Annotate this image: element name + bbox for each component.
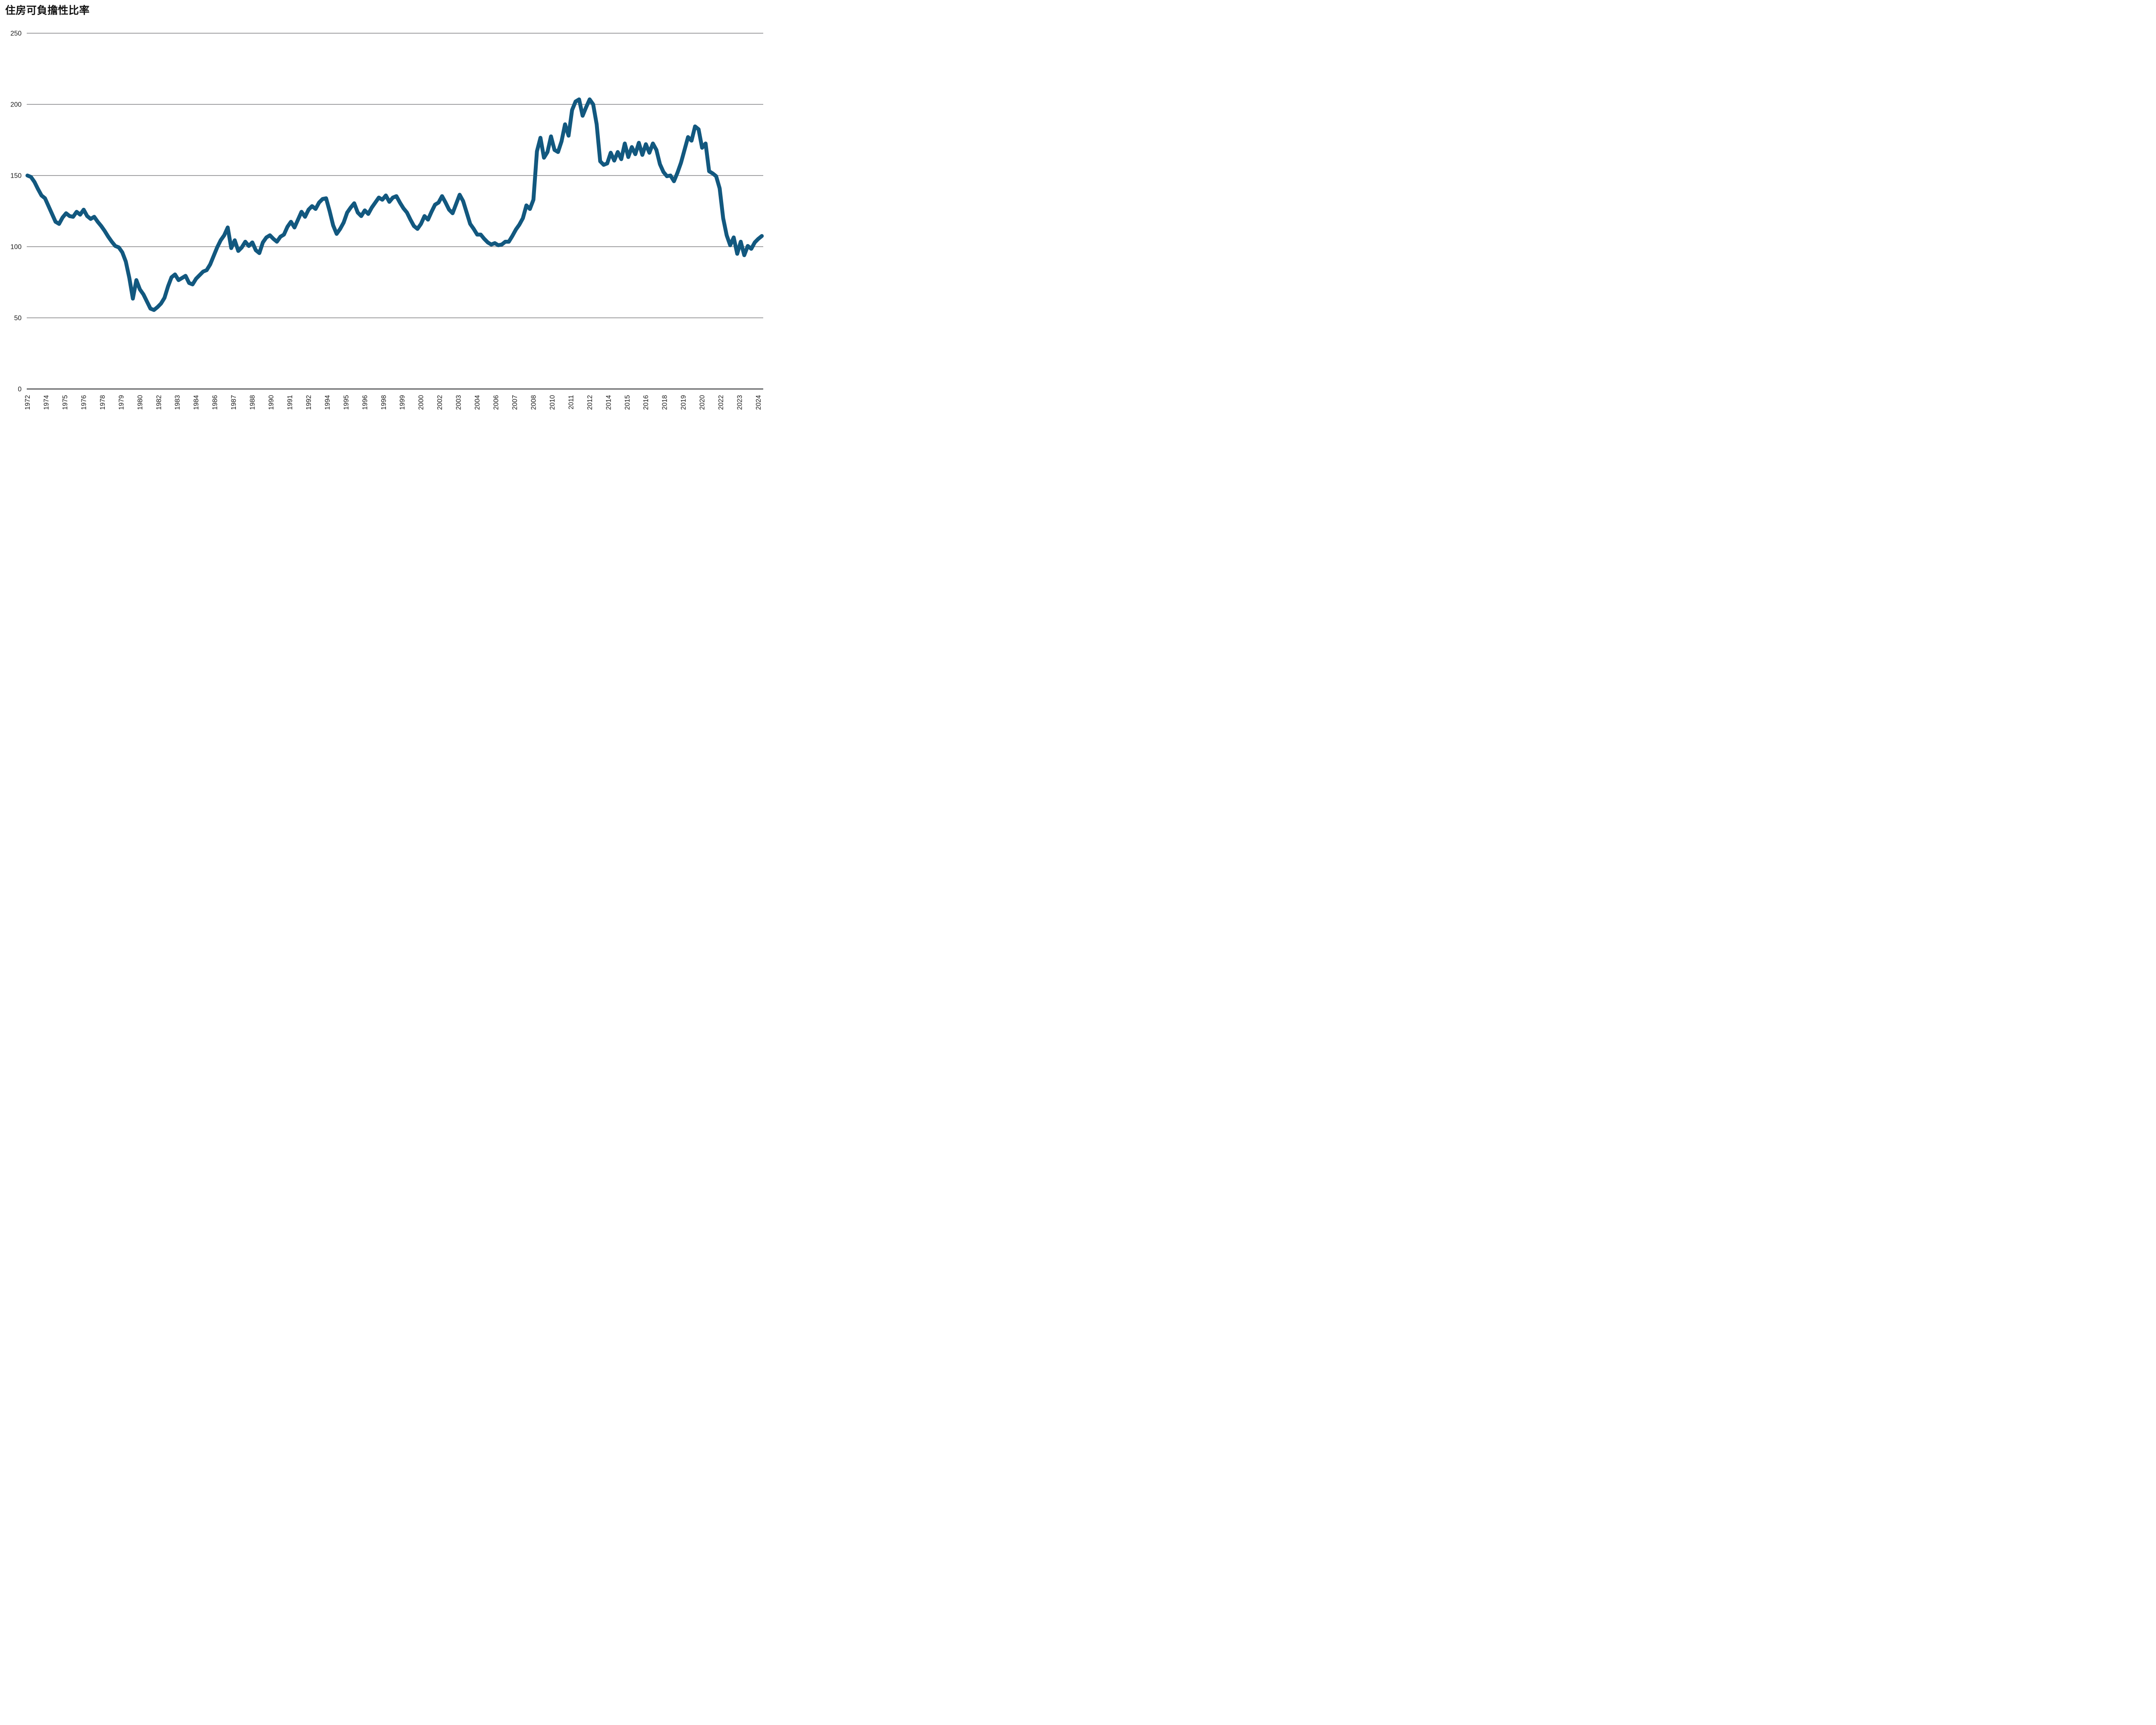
x-tick-label-1984: 1984	[193, 395, 200, 410]
x-tick-label-1983: 1983	[174, 395, 182, 410]
x-tick-label-2011: 2011	[567, 395, 575, 409]
chart-plot-area: 0 50 100 150 200 250 1972 1974 1975 1976 1978 1979 1…	[10, 30, 764, 410]
x-tick-label-2016: 2016	[642, 395, 650, 410]
x-tick-label-1987: 1987	[230, 395, 238, 410]
x-tick-label-2020: 2020	[699, 395, 706, 410]
x-tick-label-1994: 1994	[324, 395, 331, 410]
y-tick-label-150: 150	[10, 172, 22, 179]
x-tick-label-2007: 2007	[511, 395, 519, 410]
x-tick-label-2023: 2023	[736, 395, 744, 410]
x-tick-label-2006: 2006	[493, 395, 500, 410]
x-tick-label-1996: 1996	[361, 395, 369, 410]
x-tick-label-2004: 2004	[474, 395, 481, 410]
chart-title: 住房可負擔性比率	[5, 5, 90, 16]
x-tick-label-2008: 2008	[530, 395, 538, 410]
x-tick-label-2000: 2000	[418, 395, 425, 410]
x-tick-label-1988: 1988	[249, 395, 257, 410]
x-tick-label-1975: 1975	[62, 395, 69, 410]
y-tick-label-100: 100	[10, 243, 22, 251]
x-tick-label-2018: 2018	[661, 395, 669, 410]
y-tick-label-250: 250	[10, 30, 22, 37]
x-tick-label-1978: 1978	[99, 395, 107, 410]
affordability-line	[25, 97, 764, 312]
y-tick-label-0: 0	[18, 386, 22, 393]
x-tick-label-1999: 1999	[399, 395, 406, 410]
x-tick-label-2002: 2002	[436, 395, 444, 410]
y-tick-label-200: 200	[10, 101, 22, 108]
x-tick-label-1982: 1982	[155, 395, 163, 410]
x-tick-label-2003: 2003	[455, 395, 463, 410]
x-tick-label-1976: 1976	[80, 395, 88, 410]
x-tick-label-2019: 2019	[680, 395, 687, 410]
x-tick-label-1991: 1991	[287, 395, 294, 410]
affordability-chart: 住房可負擔性比率 0 50 100 150 200 250 1972 1974 1975 1976…	[0, 0, 767, 431]
x-tick-label-1974: 1974	[43, 395, 50, 410]
x-tick-label-2010: 2010	[549, 395, 556, 410]
x-tick-label-1972: 1972	[24, 395, 31, 410]
x-tick-label-1990: 1990	[268, 395, 275, 410]
x-tick-label-2014: 2014	[605, 395, 612, 410]
x-tick-label-1979: 1979	[118, 395, 125, 410]
x-tick-label-1995: 1995	[343, 395, 350, 410]
x-tick-label-2022: 2022	[718, 395, 725, 410]
x-tick-label-2024: 2024	[755, 395, 762, 410]
x-tick-label-1980: 1980	[137, 395, 144, 410]
y-tick-label-50: 50	[14, 314, 22, 322]
x-tick-label-1986: 1986	[212, 395, 219, 410]
x-tick-label-1998: 1998	[380, 395, 388, 410]
x-tick-label-2012: 2012	[586, 395, 594, 410]
x-tick-label-1992: 1992	[305, 395, 313, 410]
x-tick-label-2015: 2015	[624, 395, 631, 410]
